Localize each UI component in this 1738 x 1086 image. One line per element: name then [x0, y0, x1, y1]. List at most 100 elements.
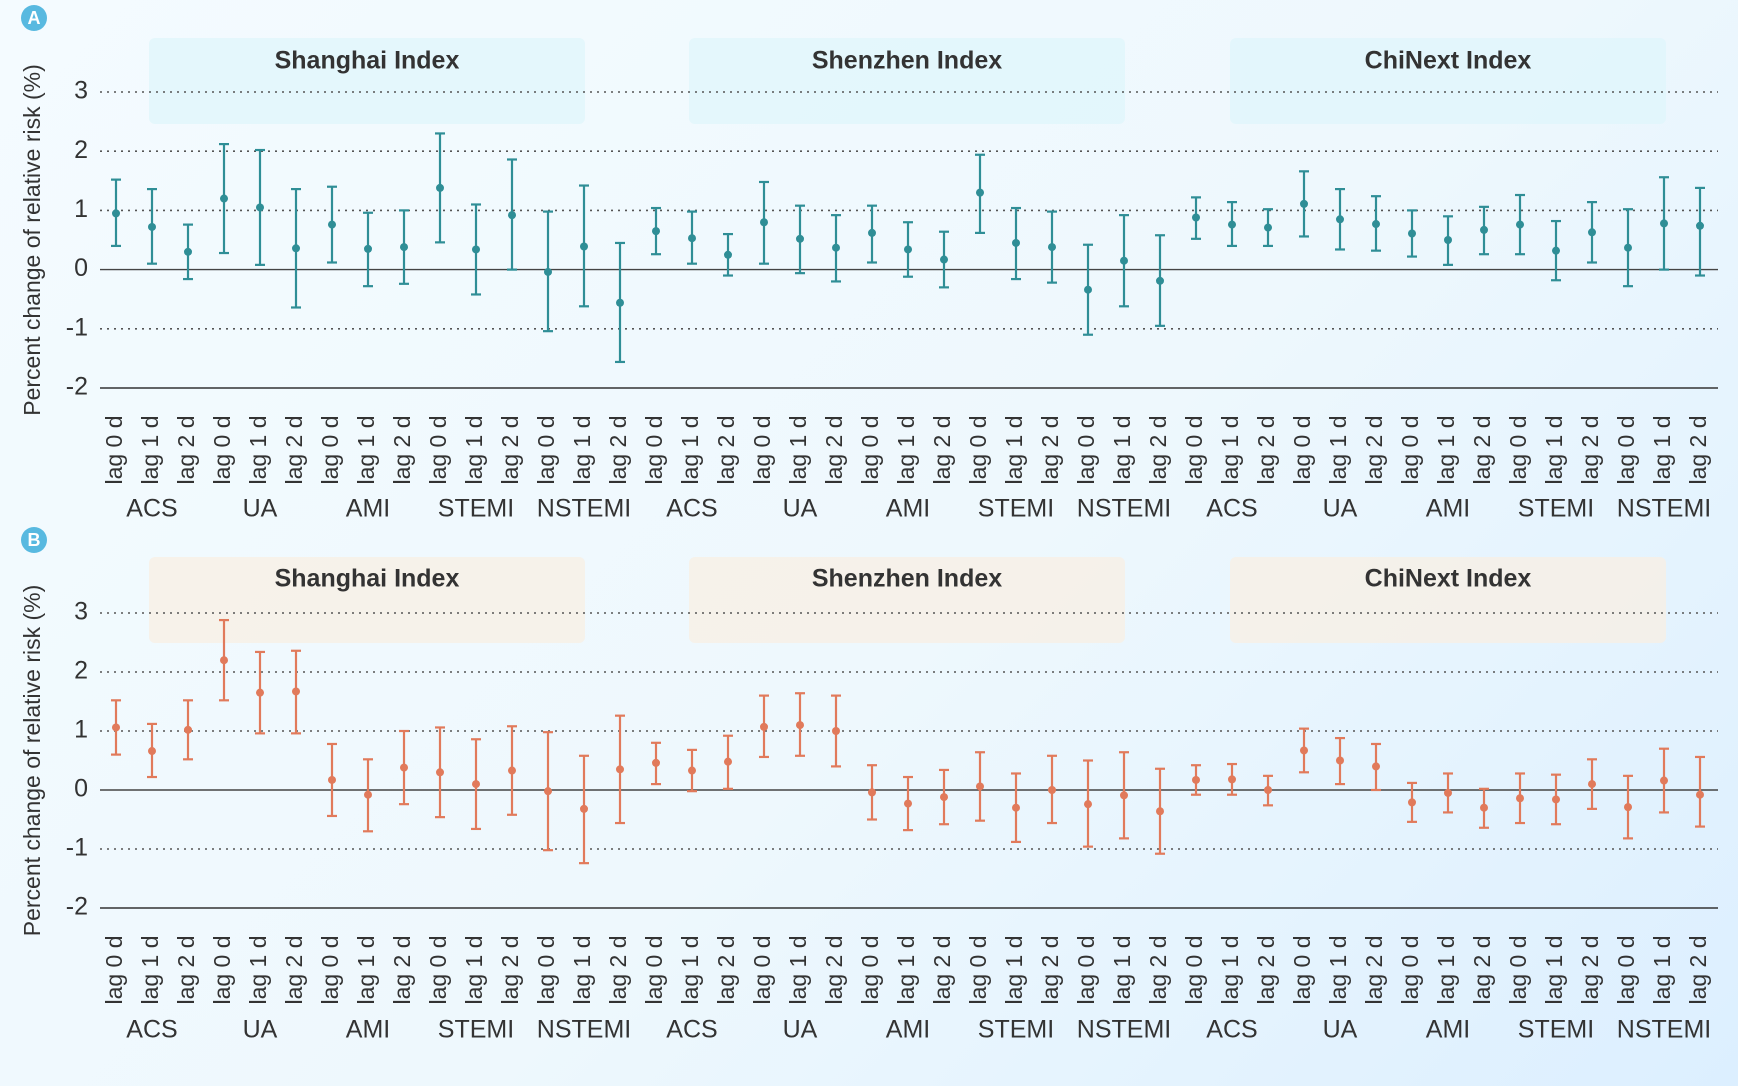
x-tick-label: lag 0 d	[1181, 415, 1207, 484]
x-tick-label: lag 1 d	[245, 935, 271, 1004]
y-tick-label: -2	[66, 893, 88, 921]
x-tick-label: lag 1 d	[677, 935, 703, 1004]
x-tick-label: lag 0 d	[425, 935, 451, 1004]
estimate-point	[940, 793, 948, 802]
y-axis-label: Percent change of relative risk (%)	[19, 585, 45, 937]
x-tick-label: lag 2 d	[1145, 415, 1171, 484]
estimate-point	[724, 757, 732, 766]
estimate-point	[940, 255, 948, 264]
estimate-point	[364, 790, 372, 799]
estimate-point	[184, 725, 192, 734]
estimate-point	[976, 188, 984, 197]
estimate-point	[1300, 199, 1308, 208]
x-tick-label: lag 2 d	[1361, 935, 1387, 1004]
estimate-point	[148, 222, 156, 231]
x-tick-label: lag 1 d	[569, 935, 595, 1004]
estimate-point	[652, 227, 660, 236]
estimate-point	[1444, 236, 1452, 244]
outcome-label: STEMI	[438, 495, 514, 523]
x-tick-label: lag 1 d	[785, 935, 811, 1004]
x-tick-label: lag 0 d	[857, 415, 883, 484]
index-title: Shanghai Index	[275, 47, 460, 75]
outcome-label: NSTEMI	[1077, 495, 1171, 523]
y-tick-label: 3	[74, 77, 88, 105]
estimate-point	[1264, 223, 1272, 232]
x-tick-label: lag 1 d	[137, 415, 163, 484]
estimate-point	[904, 799, 912, 808]
outcome-label: UA	[783, 495, 818, 523]
estimate-point	[688, 766, 696, 775]
estimate-point	[1012, 238, 1020, 247]
x-tick-label: lag 2 d	[821, 415, 847, 484]
estimate-point	[1660, 776, 1668, 785]
estimate-point	[616, 765, 624, 774]
x-tick-label: lag 2 d	[497, 935, 523, 1004]
estimate-point	[616, 298, 624, 307]
x-tick-label: lag 2 d	[605, 415, 631, 484]
outcome-label: AMI	[1426, 1016, 1470, 1044]
estimate-point	[1408, 798, 1416, 807]
estimate-point	[328, 775, 336, 784]
estimate-point	[1048, 243, 1056, 252]
y-tick-label: -2	[66, 373, 88, 401]
x-tick-label: lag 2 d	[1577, 935, 1603, 1004]
x-tick-label: lag 0 d	[749, 415, 775, 484]
estimate-point	[688, 234, 696, 243]
outcome-label: ACS	[1206, 495, 1257, 523]
x-tick-label: lag 0 d	[1505, 935, 1531, 1004]
x-tick-label: lag 0 d	[1397, 415, 1423, 484]
estimate-point	[436, 768, 444, 777]
estimate-point	[832, 727, 840, 735]
x-tick-label: lag 2 d	[1253, 935, 1279, 1004]
outcome-label: ACS	[666, 495, 717, 523]
estimate-point	[1696, 790, 1704, 799]
x-tick-label: lag 1 d	[785, 415, 811, 484]
estimate-point	[580, 804, 588, 813]
outcome-label: UA	[783, 1016, 818, 1044]
outcome-label: UA	[243, 495, 278, 523]
outcome-label: ACS	[126, 495, 177, 523]
x-tick-label: lag 0 d	[641, 935, 667, 1004]
index-title: ChiNext Index	[1365, 47, 1532, 75]
outcome-label: STEMI	[978, 495, 1054, 523]
index-title: Shenzhen Index	[812, 565, 1002, 593]
outcome-label: UA	[1323, 495, 1358, 523]
x-tick-label: lag 1 d	[1325, 935, 1351, 1004]
estimate-point	[400, 763, 408, 772]
x-tick-label: lag 1 d	[569, 415, 595, 484]
estimate-point	[580, 242, 588, 251]
x-tick-label: lag 0 d	[1397, 935, 1423, 1004]
x-tick-label: lag 0 d	[1073, 415, 1099, 484]
outcome-label: STEMI	[438, 1016, 514, 1044]
estimate-point	[472, 780, 480, 789]
estimate-point	[292, 244, 300, 253]
y-tick-label: 2	[74, 136, 88, 164]
estimate-point	[1624, 243, 1632, 252]
estimate-point	[148, 747, 156, 756]
y-tick-label: 2	[74, 657, 88, 685]
estimate-point	[220, 194, 228, 203]
estimate-point	[544, 787, 552, 796]
x-tick-label: lag 1 d	[1433, 935, 1459, 1004]
estimate-point	[1228, 220, 1236, 229]
estimate-point	[868, 228, 876, 237]
x-tick-label: lag 0 d	[965, 935, 991, 1004]
estimate-point	[1228, 775, 1236, 784]
estimate-point	[328, 220, 336, 229]
estimate-point	[1120, 791, 1128, 800]
estimate-point	[1120, 256, 1128, 265]
panel-a: Shanghai Index Shenzhen Index ChiNext Inde…	[19, 5, 1718, 523]
estimate-point	[1408, 229, 1416, 238]
x-tick-label: lag 1 d	[1001, 935, 1027, 1004]
estimate-point	[1588, 780, 1596, 789]
estimate-point	[904, 245, 912, 254]
outcome-label: AMI	[886, 495, 930, 523]
estimate-point	[1192, 213, 1200, 222]
outcome-label: AMI	[346, 1016, 390, 1044]
x-tick-label: lag 1 d	[461, 415, 487, 484]
x-tick-label: lag 2 d	[173, 935, 199, 1004]
estimate-point	[1192, 775, 1200, 784]
x-tick-label: lag 0 d	[425, 415, 451, 484]
estimate-point	[508, 211, 516, 220]
estimate-point	[760, 218, 768, 227]
